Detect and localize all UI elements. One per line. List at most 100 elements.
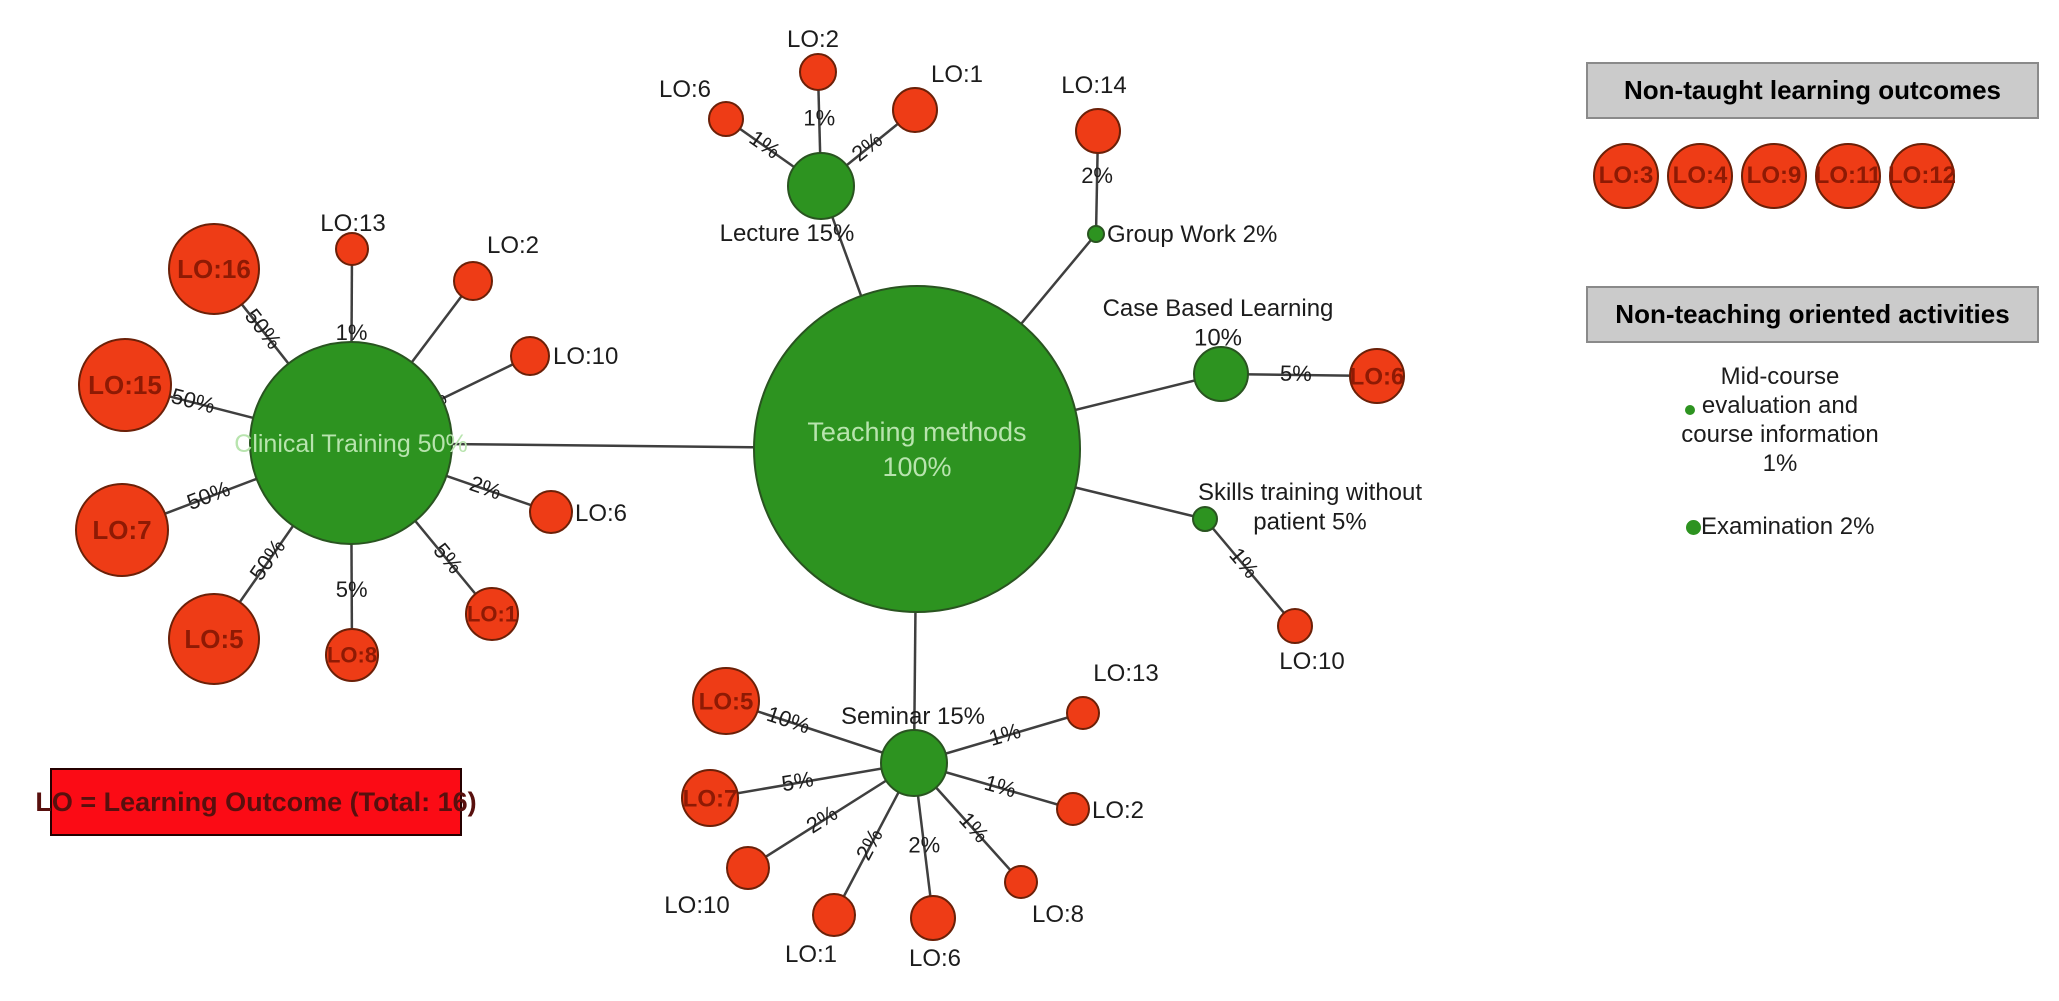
non-taught-header: Non-taught learning outcomes bbox=[1586, 62, 2039, 119]
node-label-lecture: Lecture 15% bbox=[720, 220, 855, 247]
edge-label-clinical-lo15: 50% bbox=[169, 383, 218, 418]
non-teaching-title: Non-teaching oriented activities bbox=[1615, 299, 2010, 329]
node-label-lo5c: LO:5 bbox=[184, 624, 243, 654]
node-label-lo6s: LO:6 bbox=[909, 945, 961, 972]
node-label-teaching: Teaching methods bbox=[807, 417, 1026, 447]
node-gw bbox=[1087, 225, 1105, 243]
text-line: Examination 2% bbox=[1701, 513, 1875, 540]
text-line: Mid-course bbox=[1720, 363, 1840, 390]
node-label-lo13s: LO:13 bbox=[1093, 660, 1158, 687]
green-dot-icon bbox=[1685, 405, 1695, 415]
node-label-lo1s: LO:1 bbox=[785, 941, 837, 968]
node-lo2s bbox=[1056, 792, 1090, 826]
node-label-cbl: 10% bbox=[1194, 324, 1242, 351]
node-label-lo10s: LO:10 bbox=[1279, 648, 1344, 675]
edge-label-lecture-lo2l: 1% bbox=[803, 106, 835, 131]
node-lo6l bbox=[708, 101, 744, 137]
node-label-seminar: Seminar 15% bbox=[841, 703, 985, 730]
text-line: 1% bbox=[1762, 450, 1798, 477]
node-label-lo10c: LO:10 bbox=[553, 343, 618, 370]
non-taught-title: Non-taught learning outcomes bbox=[1624, 75, 2001, 105]
node-lo10s bbox=[1277, 608, 1313, 644]
node-lo5s bbox=[692, 667, 760, 735]
node-lo13c bbox=[335, 232, 369, 266]
node-lo7c bbox=[75, 483, 169, 577]
node-lo16 bbox=[168, 223, 260, 315]
node-lo6c bbox=[529, 490, 573, 534]
text-line: course information bbox=[1681, 421, 1879, 448]
green-dot-icon bbox=[1686, 519, 1701, 535]
node-lo10sm bbox=[726, 846, 770, 890]
node-clinical bbox=[249, 341, 453, 545]
node-lo5c bbox=[168, 593, 260, 685]
node-label-lo6l: LO:6 bbox=[659, 76, 711, 103]
node-lecture bbox=[787, 152, 855, 220]
node-teaching bbox=[753, 285, 1081, 613]
edge-label-seminar-lo13s: 1% bbox=[986, 718, 1024, 751]
edge-label-clinical-lo8c: 5% bbox=[336, 577, 368, 602]
node-label-lo5s: LO:5 bbox=[699, 688, 754, 715]
text-line: evaluation and bbox=[1701, 392, 1859, 419]
non-taught-outcomes-row: LO:3 LO:4 LO:9 LO:11 LO:12 bbox=[1593, 143, 1956, 209]
edge-label-gw-lo14: 2% bbox=[1081, 163, 1113, 188]
node-label-lo2s: LO:2 bbox=[1092, 797, 1144, 824]
node-label-lo13c: LO:13 bbox=[320, 210, 385, 237]
node-label-lo2l: LO:2 bbox=[787, 26, 839, 53]
node-label-lo15: LO:15 bbox=[88, 370, 162, 400]
activity-examination: Examination 2% bbox=[1686, 513, 1874, 541]
node-lo1s bbox=[812, 893, 856, 937]
activity-midcourse: Mid-course evaluation and course informati… bbox=[1645, 362, 1915, 478]
node-lo8c bbox=[325, 628, 379, 682]
legend-box: LO = Learning Outcome (Total: 16) bbox=[35, 768, 477, 836]
node-lo1c bbox=[465, 587, 519, 641]
non-taught-outcome-circle: LO:3 bbox=[1593, 143, 1659, 209]
node-lo7s bbox=[681, 769, 739, 827]
node-lo10c bbox=[510, 336, 550, 376]
node-lo2l bbox=[799, 53, 837, 91]
edge-skills-lo10s bbox=[1204, 518, 1296, 627]
node-lo14 bbox=[1075, 108, 1121, 154]
edge-seminar-lo7s bbox=[709, 761, 915, 800]
node-lo2c bbox=[453, 261, 493, 301]
node-label-lo10sm: LO:10 bbox=[664, 892, 729, 919]
edge-label-seminar-lo5s: 10% bbox=[764, 701, 814, 739]
node-label-skills: Skills training without bbox=[1198, 479, 1422, 506]
node-cbl bbox=[1193, 346, 1249, 402]
node-lo6s bbox=[910, 895, 956, 941]
non-teaching-header: Non-teaching oriented activities bbox=[1586, 286, 2039, 343]
legend-text: LO = Learning Outcome (Total: 16) bbox=[35, 786, 477, 817]
node-label-lo1l: LO:1 bbox=[931, 61, 983, 88]
node-label-clinical: Clinical Training 50% bbox=[234, 430, 467, 458]
edge-label-seminar-lo2s: 1% bbox=[982, 770, 1019, 803]
edge-label-seminar-lo1s: 2% bbox=[851, 824, 888, 864]
node-label-gw: Group Work 2% bbox=[1107, 221, 1277, 248]
node-label-lo8c: LO:8 bbox=[327, 643, 377, 668]
node-skills bbox=[1192, 506, 1218, 532]
node-label-lo7c: LO:7 bbox=[92, 515, 151, 545]
edge-label-seminar-lo7s: 5% bbox=[780, 766, 816, 796]
node-label-lo7s: LO:7 bbox=[683, 785, 738, 812]
node-lo8s bbox=[1004, 865, 1038, 899]
node-label-lo16: LO:16 bbox=[177, 254, 251, 284]
edge-label-seminar-lo6s: 2% bbox=[908, 833, 940, 858]
node-lo6cb bbox=[1349, 348, 1405, 404]
edge-label-clinical-lo7c: 50% bbox=[183, 476, 233, 515]
non-taught-outcome-circle: LO:4 bbox=[1667, 143, 1733, 209]
node-label-lo6c: LO:6 bbox=[575, 500, 627, 527]
node-label-lo8s: LO:8 bbox=[1032, 901, 1084, 928]
edge-label-clinical-lo6c: 2% bbox=[466, 471, 504, 505]
node-seminar bbox=[880, 729, 948, 797]
node-label-skills: patient 5% bbox=[1253, 508, 1366, 535]
node-label-lo6cb: LO:6 bbox=[1350, 363, 1405, 390]
non-taught-outcome-circle: LO:11 bbox=[1815, 143, 1881, 209]
node-label-cbl: Case Based Learning bbox=[1103, 295, 1334, 322]
node-label-lo2c: LO:2 bbox=[487, 232, 539, 259]
edge-label-clinical-lo5c: 50% bbox=[245, 534, 291, 584]
edge-label-seminar-lo10sm: 2% bbox=[802, 800, 842, 838]
activity-exam-text: Examination 2% bbox=[1701, 513, 1874, 541]
non-taught-outcome-circle: LO:12 bbox=[1888, 143, 1956, 209]
node-label-lo1c: LO:1 bbox=[467, 602, 517, 627]
edge-label-cbl-lo6cb: 5% bbox=[1280, 361, 1312, 386]
